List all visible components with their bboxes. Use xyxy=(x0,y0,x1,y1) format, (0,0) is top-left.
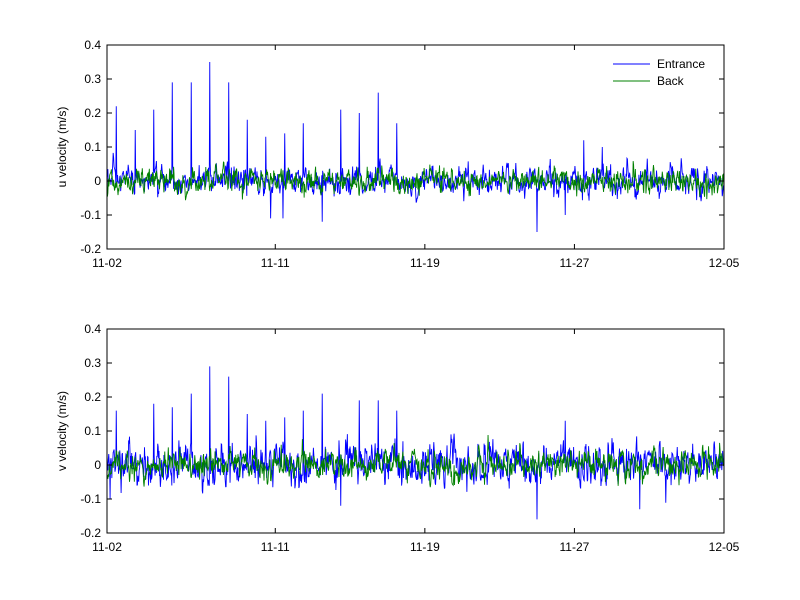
y-tick-label: 0.1 xyxy=(84,140,101,154)
x-tick-label: 11-02 xyxy=(92,256,122,270)
y-tick-label: -0.1 xyxy=(80,208,101,222)
y-tick-label: 0.3 xyxy=(84,72,101,86)
axes-frame xyxy=(106,328,725,534)
y-tick-label: 0 xyxy=(94,458,101,472)
legend: Entrance Back xyxy=(613,57,705,88)
x-tick-label: 11-02 xyxy=(92,540,122,554)
x-tick-label: 11-27 xyxy=(560,540,590,554)
series-line-back xyxy=(107,161,724,201)
x-tick-label: 11-27 xyxy=(560,256,590,270)
x-tick-label: 11-19 xyxy=(410,256,440,270)
plot-area xyxy=(107,61,724,233)
series-line-entrance xyxy=(107,366,724,520)
legend-label-entrance: Entrance xyxy=(657,57,705,71)
x-tick-label: 11-19 xyxy=(410,540,440,554)
y-tick-label: 0.1 xyxy=(84,424,101,438)
legend-label-back: Back xyxy=(657,74,685,88)
panel-v-velocity: -0.2 -0.1 0 0.1 0.2 0.3 0.4 11-02 11-11 11-19 11-2… xyxy=(55,322,740,554)
x-tick-label: 11-11 xyxy=(261,540,290,554)
y-axis-label: u velocity (m/s) xyxy=(55,107,69,188)
series-line-back xyxy=(107,435,724,488)
x-tick-label: 12-05 xyxy=(709,540,740,554)
y-tick-label: 0.3 xyxy=(84,356,101,370)
plot-area xyxy=(107,366,724,520)
x-tick-label: 11-11 xyxy=(261,256,290,270)
y-axis-label: v velocity (m/s) xyxy=(55,391,69,471)
y-tick-label: 0.4 xyxy=(84,38,101,52)
y-tick-label: -0.1 xyxy=(80,492,101,506)
y-tick-label: 0.2 xyxy=(84,390,101,404)
y-tick-label: -0.2 xyxy=(80,526,101,540)
y-tick-label: 0 xyxy=(94,174,101,188)
panel-u-velocity: -0.2 -0.1 0 0.1 0.2 0.3 0.4 11-02 11-11 11-19 11-2… xyxy=(55,38,740,270)
y-tick-label: 0.2 xyxy=(84,106,101,120)
axes-frame xyxy=(106,44,725,250)
y-tick-label: 0.4 xyxy=(84,322,101,336)
y-tick-label: -0.2 xyxy=(80,242,101,256)
x-tick-label: 12-05 xyxy=(709,256,740,270)
series-line-entrance xyxy=(107,61,724,233)
